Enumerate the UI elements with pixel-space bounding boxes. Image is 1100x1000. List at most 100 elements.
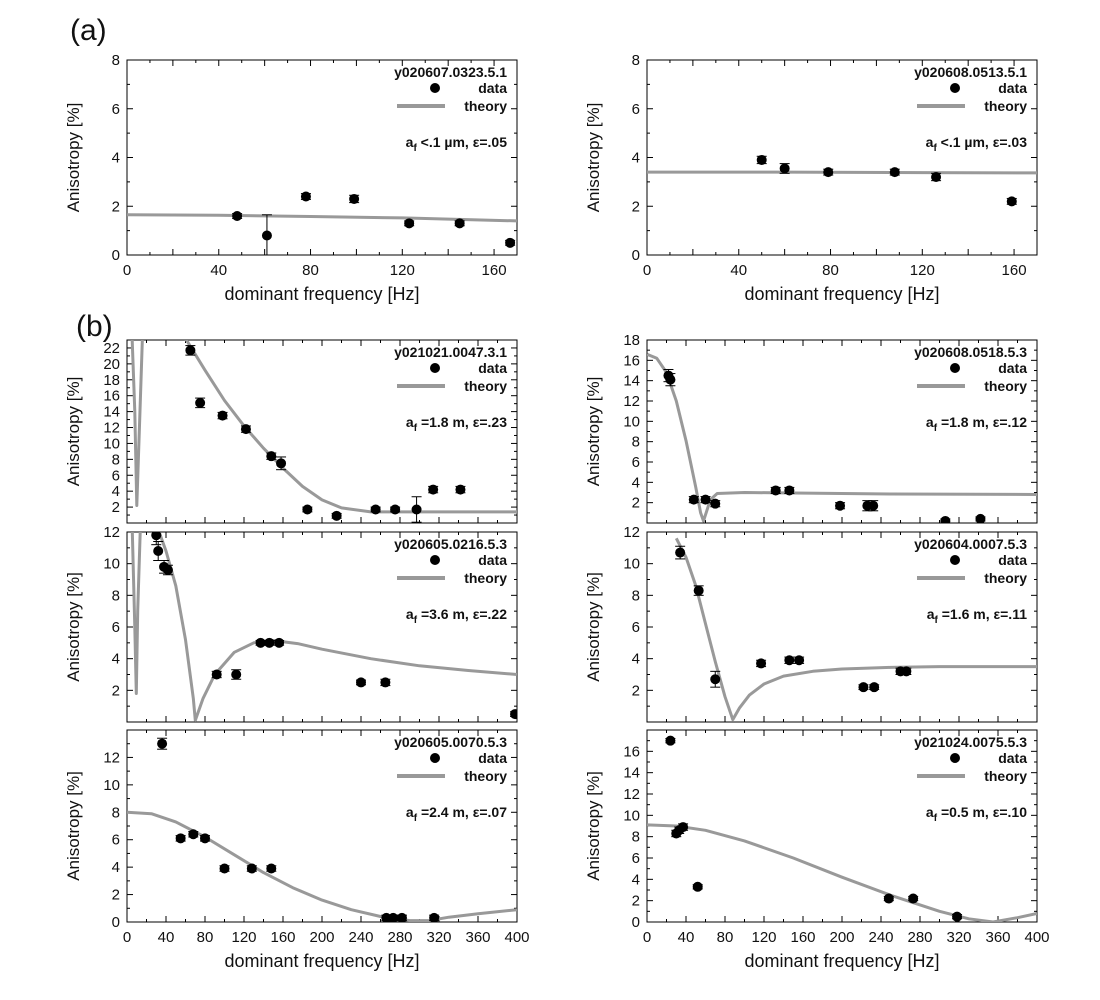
x-tick-label: 360 xyxy=(985,929,1010,946)
data-point xyxy=(510,709,517,720)
y-tick-label: 6 xyxy=(632,101,640,118)
data-point xyxy=(255,637,266,648)
data-point xyxy=(710,670,721,688)
data-point xyxy=(219,863,230,874)
x-tick-label: 40 xyxy=(210,262,227,279)
data-point xyxy=(901,666,912,677)
plot-b2-left: 2 4 6 8 10 12 Anisotropy [%] y020605.0216.5.3da… xyxy=(64,524,518,723)
data-point xyxy=(195,397,206,409)
annotation-values: =1.8 m, ε=.23 xyxy=(417,414,507,430)
x-tick-label: 80 xyxy=(197,929,214,946)
x-tick-label: 280 xyxy=(907,929,932,946)
data-point xyxy=(756,154,767,165)
y-axis-label: Anisotropy [%] xyxy=(64,771,83,881)
data-point xyxy=(688,494,699,505)
data-marker xyxy=(710,498,721,509)
y-tick-label: 10 xyxy=(103,435,120,452)
y-tick-label: 4 xyxy=(632,150,640,167)
data-point xyxy=(276,456,287,471)
x-tick-label: 120 xyxy=(910,262,935,279)
annotation-subscript: f xyxy=(934,423,938,434)
data-marker xyxy=(266,863,277,874)
data-marker xyxy=(454,218,465,229)
x-tick-label: 120 xyxy=(231,929,256,946)
data-marker xyxy=(219,863,230,874)
data-marker xyxy=(200,833,210,844)
y-tick-label: 8 xyxy=(632,434,640,451)
x-tick-label: 200 xyxy=(309,929,334,946)
data-marker xyxy=(231,669,242,680)
data-marker xyxy=(232,211,243,221)
y-axis-label: Anisotropy [%] xyxy=(584,572,603,682)
series-title: y020608.0518.5.3 xyxy=(914,344,1027,360)
y-tick-label: 12 xyxy=(623,786,640,803)
series-title: y020608.0513.5.1 xyxy=(914,64,1027,80)
annotation-values: <.1 µm, ε=.05 xyxy=(417,134,507,150)
y-tick-label: 4 xyxy=(632,651,640,668)
y-axis-label: Anisotropy [%] xyxy=(64,377,83,487)
data-marker xyxy=(331,510,342,521)
data-point xyxy=(700,494,711,505)
annotation-symbol: a xyxy=(926,134,934,150)
legend-data-marker xyxy=(430,83,440,93)
data-marker xyxy=(756,154,767,165)
y-tick-label: 6 xyxy=(112,467,120,484)
data-point xyxy=(232,211,243,221)
data-point xyxy=(240,424,251,435)
data-point xyxy=(908,893,919,904)
annotation-subscript: f xyxy=(414,615,418,626)
plot-frame xyxy=(646,59,1038,256)
data-point xyxy=(665,373,676,387)
data-marker xyxy=(151,532,162,541)
x-tick-label: 80 xyxy=(822,262,839,279)
y-axis-label: Anisotropy [%] xyxy=(584,771,603,881)
annotation-values: <.1 µm, ε=.03 xyxy=(937,134,1027,150)
x-tick-label: 240 xyxy=(348,929,373,946)
y-axis-label: Anisotropy [%] xyxy=(64,103,83,213)
data-marker xyxy=(356,677,366,688)
y-tick-label: 6 xyxy=(112,619,120,636)
annotation-values: =1.6 m, ε=.11 xyxy=(938,606,1027,622)
y-axis-label: Anisotropy [%] xyxy=(584,377,603,487)
data-point xyxy=(940,515,951,523)
data-marker xyxy=(195,397,206,408)
data-marker xyxy=(665,374,676,385)
data-point xyxy=(185,345,196,356)
data-point xyxy=(388,912,399,922)
x-tick-label: 160 xyxy=(482,262,507,279)
data-marker xyxy=(370,504,381,515)
legend-theory-label: theory xyxy=(464,98,507,114)
annotation-symbol: a xyxy=(406,134,414,150)
data-marker xyxy=(1006,196,1017,207)
data-marker xyxy=(858,682,869,693)
annotation-values: =2.4 m, ε=.07 xyxy=(417,804,507,820)
data-point xyxy=(823,167,834,178)
x-tick-label: 120 xyxy=(751,929,776,946)
data-marker xyxy=(240,424,251,435)
data-point xyxy=(380,677,391,688)
data-marker xyxy=(302,504,313,515)
y-tick-label: 8 xyxy=(632,829,640,846)
data-marker xyxy=(835,500,846,511)
legend-data-label: data xyxy=(478,360,507,376)
parameter-annotation: af <.1 µm, ε=.03 xyxy=(926,134,1028,154)
legend-data-label: data xyxy=(998,80,1027,96)
data-marker xyxy=(700,494,711,505)
x-tick-label: 120 xyxy=(390,262,415,279)
data-marker xyxy=(211,669,222,680)
data-marker xyxy=(868,500,879,511)
theory-curve xyxy=(127,810,517,922)
data-marker xyxy=(246,863,257,874)
data-marker xyxy=(710,674,721,685)
y-tick-label: 10 xyxy=(623,413,640,430)
legend-data-label: data xyxy=(478,750,507,766)
x-tick-label: 360 xyxy=(465,929,490,946)
data-marker xyxy=(153,546,164,556)
parameter-annotation: af =3.6 m, ε=.22 xyxy=(406,606,507,626)
legend-data-label: data xyxy=(998,750,1027,766)
y-tick-label: 10 xyxy=(103,556,120,573)
data-point xyxy=(266,451,277,462)
legend-theory-label: theory xyxy=(984,98,1027,114)
